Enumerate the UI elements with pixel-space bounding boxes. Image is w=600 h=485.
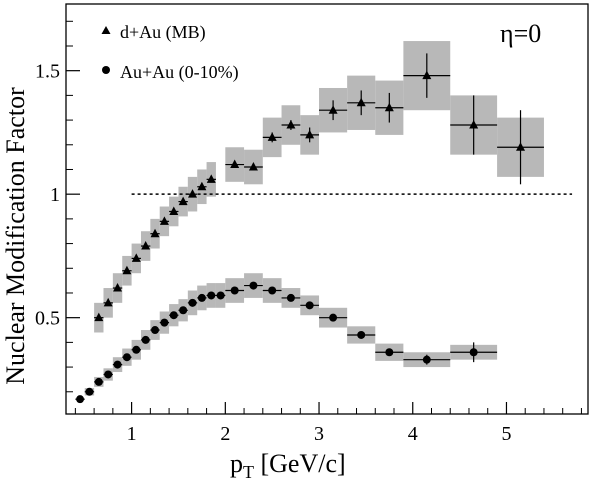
circle-marker-15: [216, 291, 225, 300]
triangle-marker-12: [206, 174, 216, 183]
triangle-marker-13: [230, 159, 240, 169]
triangle-marker-10: [188, 189, 198, 198]
triangle-marker-9: [178, 196, 188, 206]
x-tick-label-5: 5: [501, 423, 511, 445]
triangle-marker-19: [356, 97, 366, 107]
triangle-marker-17: [305, 129, 315, 139]
x-axis-label: pT [GeV/c]: [230, 449, 346, 482]
eta-annotation: η=0: [500, 19, 541, 48]
y-tick-label-1.5: 1.5: [35, 61, 60, 83]
legend-circle-marker: [102, 66, 110, 74]
x-tick-label-2: 2: [220, 423, 230, 445]
triangle-marker-23: [516, 142, 526, 151]
circle-marker-7: [141, 335, 150, 344]
legend-label-dau: d+Au (MB): [120, 22, 206, 43]
circle-marker-17: [249, 281, 258, 290]
circle-marker-10: [169, 311, 178, 320]
circle-marker-22: [357, 330, 366, 339]
triangle-marker-5: [141, 241, 151, 250]
triangle-marker-7: [159, 216, 169, 225]
circle-marker-18: [268, 286, 277, 295]
circle-marker-13: [197, 293, 206, 302]
triangle-marker-21: [422, 70, 432, 80]
data-markers: [76, 70, 526, 404]
triangle-marker-18: [328, 105, 338, 114]
circle-marker-8: [151, 326, 160, 335]
triangle-marker-6: [150, 228, 160, 238]
legend: d+Au (MB) Au+Au (0-10%): [101, 22, 239, 83]
circle-marker-20: [305, 301, 314, 310]
triangle-marker-14: [248, 162, 258, 171]
triangle-marker-1: [103, 297, 113, 307]
circle-marker-24: [422, 355, 431, 364]
axis-ticks: [66, 20, 582, 414]
tick-labels: 1 2 3 4 5 0.5 1 1.5: [35, 61, 511, 445]
triangle-marker-3: [122, 265, 132, 275]
legend-triangle-marker: [101, 26, 111, 34]
plot-border: [65, 3, 589, 415]
circle-marker-2: [94, 377, 103, 386]
circle-marker-3: [104, 370, 113, 379]
x-tick-label-1: 1: [127, 423, 137, 445]
circle-marker-4: [113, 360, 122, 369]
circle-marker-11: [179, 306, 188, 315]
x-axis-label-main: p: [230, 449, 243, 478]
circle-marker-25: [469, 348, 478, 357]
plot-frame: [65, 3, 589, 415]
circle-marker-1: [85, 387, 94, 396]
y-tick-label-0.5: 0.5: [35, 308, 60, 330]
y-axis-label: Nuclear Modification Factor: [1, 87, 30, 385]
triangle-marker-20: [384, 102, 394, 112]
circle-marker-6: [132, 345, 141, 354]
x-axis-label-rest: [GeV/c]: [254, 449, 346, 478]
circle-marker-12: [188, 298, 197, 307]
x-axis-label-sub: T: [243, 462, 254, 482]
circle-marker-23: [385, 348, 394, 357]
circle-marker-21: [329, 313, 338, 322]
y-tick-label-1: 1: [50, 184, 60, 206]
circle-marker-9: [160, 318, 169, 327]
triangle-marker-11: [197, 181, 207, 191]
circle-marker-5: [122, 353, 131, 362]
circle-marker-0: [76, 395, 85, 404]
triangle-marker-15: [267, 132, 277, 141]
triangle-marker-2: [113, 283, 123, 292]
triangle-marker-22: [469, 120, 479, 129]
circle-marker-16: [230, 286, 239, 295]
circle-marker-14: [207, 291, 216, 300]
legend-label-auau: Au+Au (0-10%): [120, 62, 239, 83]
circle-marker-19: [286, 293, 295, 302]
triangle-marker-0: [94, 312, 104, 322]
triangle-marker-16: [286, 120, 296, 129]
triangle-marker-4: [131, 253, 141, 262]
x-tick-label-4: 4: [408, 423, 418, 445]
x-tick-label-3: 3: [314, 423, 324, 445]
triangle-marker-8: [169, 206, 179, 215]
